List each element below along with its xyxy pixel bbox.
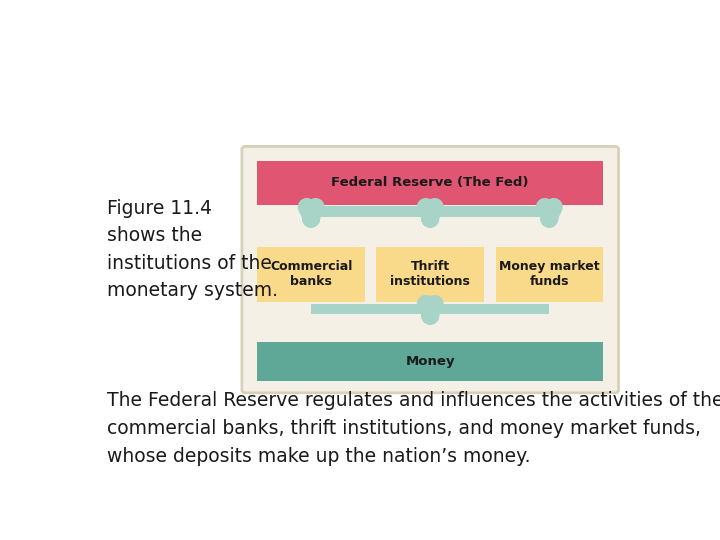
Bar [258,247,365,302]
Bar [377,247,484,302]
FancyBboxPatch shape [242,146,618,393]
Text: Thrift
institutions: Thrift institutions [390,260,470,288]
Text: Commercial
banks: Commercial banks [270,260,352,288]
Bar [311,303,549,314]
Text: Money: Money [405,355,455,368]
Text: Federal Reserve (The Fed): Federal Reserve (The Fed) [331,177,529,190]
Text: Figure 11.4
shows the
institutions of the
monetary system.: Figure 11.4 shows the institutions of th… [107,199,278,300]
Bar [258,161,603,205]
Bar [258,342,603,381]
Bar [311,206,549,217]
Bar [495,247,603,302]
Text: Money market
funds: Money market funds [499,260,600,288]
Text: The Federal Reserve regulates and influences the activities of the
commercial ba: The Federal Reserve regulates and influe… [107,391,720,465]
